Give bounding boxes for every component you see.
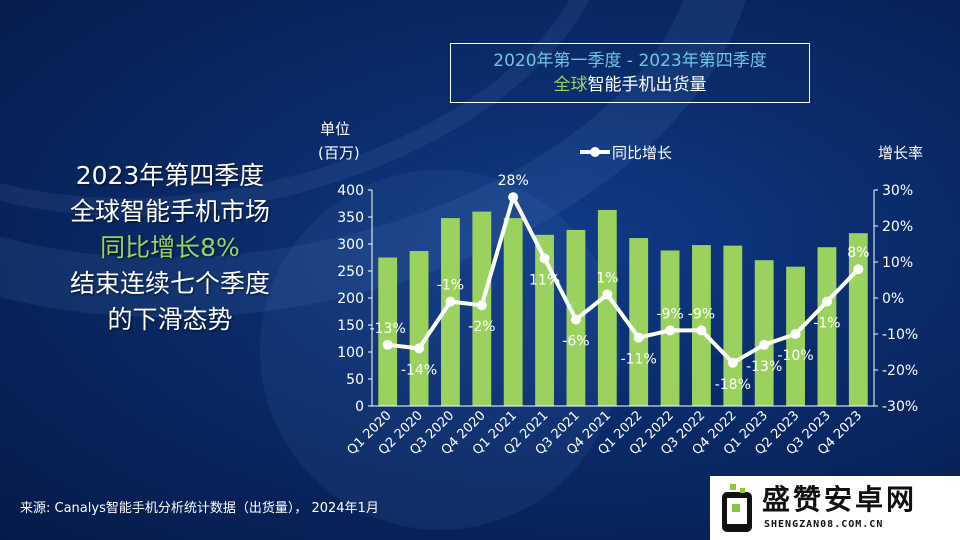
headline-line1: 2023年第四季度 <box>75 161 265 190</box>
headline-text: 2023年第四季度 全球智能手机市场 同比增长8% 结束连续七个季度 的下滑态势 <box>20 158 320 338</box>
growth-point <box>382 339 393 350</box>
growth-point <box>633 332 644 343</box>
phone-logo-icon <box>722 484 752 532</box>
growth-data-label: -13% <box>746 359 782 375</box>
headline-line4: 结束连续七个季度 <box>69 269 270 298</box>
bar <box>597 209 617 406</box>
growth-point <box>696 325 707 336</box>
growth-point <box>759 339 770 350</box>
growth-data-label: -1% <box>813 316 840 332</box>
headline-growth: 同比增长8% <box>100 233 240 262</box>
y-tick-label: 250 <box>337 264 364 280</box>
y2-tick-label: -10% <box>882 327 918 343</box>
y-tick-label: 50 <box>346 372 364 388</box>
bar <box>535 234 554 406</box>
growth-point <box>414 343 425 354</box>
chart-title-box: 2020年第一季度 - 2023年第四季度 全球智能手机出货量 <box>450 43 810 103</box>
y2-tick-label: -20% <box>882 363 918 379</box>
y-tick-label: 400 <box>337 183 364 199</box>
y-axis-label-line2: (百万) <box>318 144 360 162</box>
y2-axis-label: 增长率 <box>878 144 923 162</box>
bar <box>723 245 743 406</box>
headline-line5: 的下滑态势 <box>107 305 233 334</box>
bar <box>629 238 649 406</box>
legend-dot-marker <box>590 147 600 157</box>
growth-point <box>570 314 581 325</box>
growth-data-label: -6% <box>562 334 589 350</box>
legend: 同比增长 <box>580 144 672 162</box>
y2-tick-label: 20% <box>882 219 913 235</box>
growth-point <box>853 264 864 275</box>
source-note: 来源: Canalys智能手机分析统计数据（出货量）， 2024年1月 <box>20 501 379 516</box>
growth-data-label: -18% <box>715 377 751 393</box>
y-axis-label-line1: 单位 <box>320 120 350 138</box>
growth-point <box>790 329 801 339</box>
growth-data-label: -9% <box>656 306 683 322</box>
bar <box>503 218 523 406</box>
growth-data-label: -9% <box>688 306 715 322</box>
growth-data-label: -2% <box>468 319 495 335</box>
chart-title-highlight: 全球 <box>553 75 588 95</box>
growth-point <box>727 357 738 368</box>
growth-data-label: -1% <box>437 278 464 294</box>
y2-tick-label: 30% <box>882 183 913 199</box>
y2-tick-label: 10% <box>882 255 913 271</box>
growth-point <box>665 325 676 336</box>
chart-title-line2: 全球智能手机出货量 <box>451 73 809 97</box>
growth-data-label: -11% <box>621 352 657 368</box>
growth-point <box>821 296 832 307</box>
growth-data-label: 1% <box>596 270 618 286</box>
y2-tick-label: -30% <box>882 399 918 415</box>
y2-tick-label: 0% <box>882 291 904 307</box>
growth-data-label: -10% <box>777 348 813 364</box>
growth-point <box>508 192 519 203</box>
growth-data-label: 28% <box>498 173 529 189</box>
y-tick-label: 350 <box>337 210 364 226</box>
growth-data-label: 8% <box>847 245 869 261</box>
bar <box>754 260 774 406</box>
growth-point <box>445 296 456 307</box>
y-tick-label: 200 <box>337 291 364 307</box>
bar <box>378 257 398 406</box>
background-circle <box>260 170 620 530</box>
site-logo[interactable]: 盛赞安卓网 SHENGZAN08.COM.CN <box>710 476 960 540</box>
logo-name: 盛赞安卓网 <box>762 483 918 516</box>
growth-point <box>539 253 550 264</box>
bar <box>817 247 837 406</box>
bar <box>409 251 429 406</box>
y-tick-label: 0 <box>355 399 364 415</box>
growth-data-label: -14% <box>401 362 437 378</box>
y-tick-label: 150 <box>337 318 364 334</box>
chart-title-line1: 2020年第一季度 - 2023年第四季度 <box>493 51 767 71</box>
chart-title-rest: 智能手机出货量 <box>587 75 707 95</box>
growth-data-label: 11% <box>529 272 560 288</box>
legend-label: 同比增长 <box>612 144 672 162</box>
growth-line <box>387 195 860 365</box>
growth-point <box>476 300 487 311</box>
logo-url: SHENGZAN08.COM.CN <box>764 519 884 530</box>
growth-point <box>602 289 613 300</box>
headline-line2: 全球智能手机市场 <box>69 197 270 226</box>
growth-data-label: -13% <box>370 321 406 337</box>
bar <box>441 218 460 406</box>
y-tick-label: 300 <box>337 237 364 253</box>
y-tick-label: 100 <box>337 345 364 361</box>
